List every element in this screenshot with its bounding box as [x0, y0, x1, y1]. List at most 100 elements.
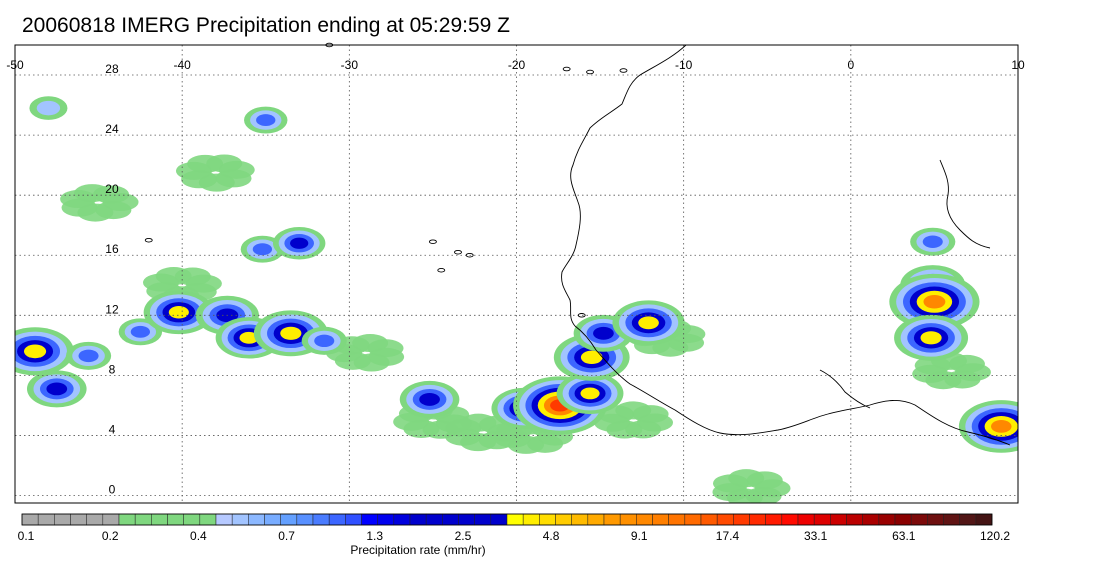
colorbar-swatch: [490, 513, 508, 526]
colorbar-swatch: [425, 513, 443, 526]
lat-tick-label: 12: [105, 302, 119, 316]
colorbar-swatch: [830, 513, 847, 526]
rain-cell: [23, 344, 47, 359]
colorbar-swatch: [393, 513, 411, 526]
light-rain-patch: [206, 154, 243, 173]
lon-tick-label: 0: [847, 58, 854, 72]
lat-tick-label: 24: [105, 122, 119, 136]
rain-cell: [168, 306, 189, 319]
colorbar-tick-label: 0.7: [278, 529, 295, 543]
coastline-layer: [561, 45, 1011, 446]
colorbar-swatch: [199, 513, 217, 526]
colorbar-swatch: [215, 513, 233, 526]
colorbar-title: Precipitation rate (mm/hr): [350, 543, 485, 557]
colorbar-swatch: [328, 513, 346, 526]
island-outline: [144, 237, 153, 243]
light-rain-patch: [403, 419, 440, 438]
colorbar-swatch: [167, 513, 184, 526]
lat-tick-label: 16: [105, 242, 119, 256]
lat-tick-label: 8: [109, 362, 116, 376]
islands-layer: [144, 42, 628, 318]
colorbar-swatch: [975, 513, 993, 526]
colorbar-swatch: [878, 513, 896, 526]
colorbar-tick-label: 33.1: [804, 529, 828, 543]
colorbar-swatch: [377, 513, 395, 526]
colorbar-swatch: [264, 513, 281, 526]
rain-cell: [923, 295, 946, 309]
light-rain-patch: [625, 420, 662, 439]
africa-west-coastline: [561, 45, 1011, 446]
colorbar-tick-label: 4.8: [543, 529, 560, 543]
colorbar-swatch: [248, 513, 265, 526]
rain-cell: [638, 316, 659, 330]
colorbar-swatch: [733, 513, 750, 526]
colorbar-swatch: [86, 513, 104, 526]
island-outline: [619, 68, 628, 73]
colorbar-tick-label: 2.5: [455, 529, 472, 543]
rain-cell: [78, 349, 99, 363]
colorbar-swatch: [749, 513, 766, 526]
colorbar-swatch: [797, 513, 815, 526]
rain-cell: [130, 325, 151, 338]
lon-tick-label: 10: [1011, 58, 1025, 72]
rain-cell: [290, 237, 309, 249]
colorbar-swatch: [846, 513, 863, 526]
island-outline: [454, 249, 462, 255]
lon-tick-label: -10: [675, 58, 693, 72]
grid-lines: [14, 45, 1019, 503]
colorbar-swatch: [296, 513, 314, 526]
island-outline: [428, 239, 437, 244]
axis-ticks: -50 -40 -30 -20 -10 0 10 0 4 8 12 16 20 24 28: [6, 58, 1025, 496]
island-outline: [562, 66, 571, 72]
colorbar-swatch: [716, 513, 734, 526]
rain-layer: [15, 96, 1018, 503]
light-rain-patch: [912, 364, 949, 383]
island-outline: [577, 313, 586, 318]
rain-cell: [580, 350, 603, 365]
colorbar-swatch: [474, 513, 492, 526]
rain-cell: [922, 235, 943, 248]
colorbar-tick-label: 0.2: [102, 529, 119, 543]
colorbar-swatch: [118, 513, 136, 526]
colorbar-swatch: [781, 513, 799, 526]
colorbar-swatch: [312, 513, 330, 526]
colorbar-swatch: [943, 513, 960, 526]
colorbar-swatch: [652, 513, 669, 526]
rain-cell: [593, 326, 614, 340]
colorbar-swatch: [603, 513, 621, 526]
rain-cell: [239, 331, 259, 344]
map-title: 20060818 IMERG Precipitation ending at 0…: [22, 14, 510, 37]
colorbar-swatch: [813, 513, 831, 526]
colorbar-frame: [21, 513, 993, 526]
colorbar-swatch: [54, 513, 71, 526]
rain-cell: [280, 326, 302, 340]
colorbar-swatch: [280, 513, 298, 526]
rain-cell: [580, 387, 600, 400]
colorbar-swatch: [700, 513, 718, 526]
colorbar-swatch: [636, 513, 653, 526]
colorbar-swatch: [539, 513, 556, 526]
colorbar-swatch: [959, 513, 977, 526]
colorbar-swatch: [668, 513, 686, 526]
island-outline: [465, 252, 474, 258]
colorbar-swatch: [102, 513, 120, 526]
rain-cell: [46, 382, 68, 396]
colorbar-swatch: [21, 513, 39, 526]
colorbar-swatch: [894, 513, 912, 526]
colorbar-swatch: [151, 513, 168, 526]
colorbar-swatch: [409, 513, 427, 526]
rain-cell: [991, 420, 1012, 433]
rain-cell: [920, 331, 942, 345]
lon-tick-label: -40: [173, 58, 191, 72]
colorbar-swatch: [458, 513, 475, 526]
rain-cell: [314, 334, 335, 348]
colorbar-tick-label: 1.3: [366, 529, 383, 543]
colorbar-tick-label: 0.4: [190, 529, 207, 543]
colorbar-tick-label: 17.4: [716, 529, 740, 543]
plot-frame: [14, 44, 1019, 504]
rain-cell: [252, 243, 273, 256]
bight-coastline: [819, 369, 871, 409]
colorbar-swatch: [765, 513, 783, 526]
rain-cell: [36, 100, 61, 116]
